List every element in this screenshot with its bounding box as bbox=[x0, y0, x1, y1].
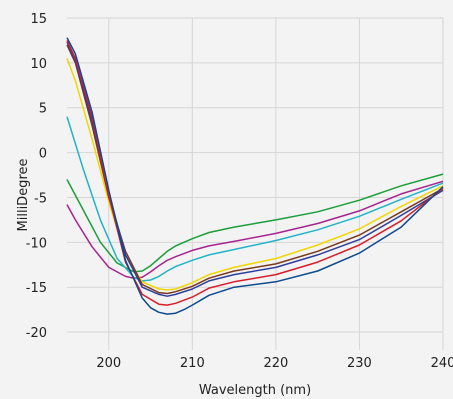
y-tick-label: 15 bbox=[30, 12, 47, 27]
x-tick-labels: 200 210 220 230 240 bbox=[96, 356, 453, 371]
grid-lines bbox=[67, 17, 444, 350]
x-tick-label: 200 bbox=[96, 356, 121, 371]
series-line-7 bbox=[66, 40, 444, 306]
plot-area bbox=[67, 18, 443, 350]
x-tick-label: 220 bbox=[263, 356, 288, 371]
y-axis-label: MilliDegree bbox=[16, 159, 31, 232]
series-line-8 bbox=[66, 37, 444, 315]
y-tick-label: -5 bbox=[34, 191, 47, 206]
y-tick-label: 5 bbox=[39, 102, 47, 117]
y-tick-label: 0 bbox=[39, 147, 47, 162]
y-tick-label: 10 bbox=[30, 57, 47, 72]
series-line-5 bbox=[66, 44, 444, 295]
x-axis-label: Wavelength (nm) bbox=[199, 383, 311, 398]
series-line-3 bbox=[66, 116, 444, 282]
y-tick-label: -10 bbox=[26, 236, 47, 251]
x-tick-label: 230 bbox=[347, 356, 372, 371]
x-tick-label: 210 bbox=[180, 356, 205, 371]
y-tick-label: -15 bbox=[26, 281, 47, 296]
y-tick-labels: 15 10 5 0 -5 -10 -15 -20 bbox=[26, 12, 47, 341]
series-line-2 bbox=[66, 180, 444, 279]
series-line-1 bbox=[66, 173, 444, 273]
series-lines bbox=[66, 37, 444, 315]
series-line-4 bbox=[66, 58, 444, 291]
y-tick-label: -20 bbox=[26, 326, 47, 341]
x-tick-label: 240 bbox=[431, 356, 453, 371]
